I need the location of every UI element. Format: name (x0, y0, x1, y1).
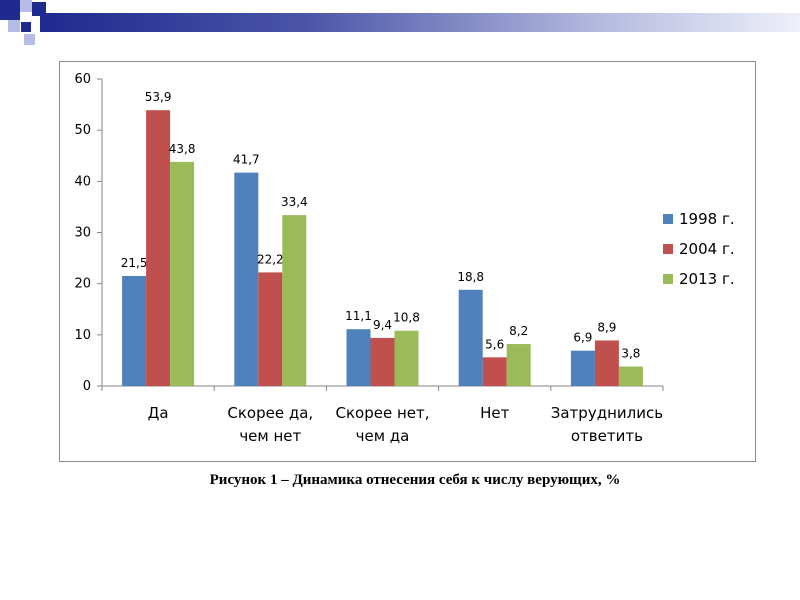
decor-square-2 (20, 0, 32, 12)
x-category-label: Скорее нет, (336, 404, 430, 422)
decor-square-5 (21, 22, 31, 32)
data-label: 8,2 (509, 324, 528, 338)
legend-label: 1998 г. (679, 210, 735, 228)
data-label: 43,8 (169, 142, 196, 156)
data-label: 9,4 (373, 318, 392, 332)
y-tick-label: 30 (74, 226, 91, 241)
legend-swatch (663, 274, 673, 284)
data-label: 33,4 (281, 195, 308, 209)
y-tick-label: 50 (74, 123, 91, 138)
decor-square-1 (0, 0, 20, 20)
y-tick-label: 20 (74, 277, 91, 292)
legend-swatch (663, 214, 673, 224)
decor-square-6 (24, 34, 35, 45)
bar (594, 340, 619, 386)
data-label: 22,2 (257, 252, 284, 266)
data-label: 53,9 (145, 90, 172, 104)
bar (394, 330, 419, 386)
y-tick-label: 40 (74, 174, 91, 189)
data-label: 6,9 (573, 331, 592, 345)
x-category-label: Затруднились (551, 404, 663, 422)
bar (170, 161, 195, 386)
data-label: 8,9 (597, 320, 616, 334)
bar (458, 289, 483, 386)
bar-chart: 0 10 20 30 40 50 60 21,5 53,9 43,8 Да 41,7 22,2 33,4 С… (74, 72, 735, 445)
x-category-label: Скорее да, (227, 404, 313, 422)
x-category-label: Да (148, 404, 169, 422)
x-category-label: чем нет (239, 427, 301, 445)
data-label: 3,8 (621, 347, 640, 361)
y-tick-label: 10 (74, 328, 91, 343)
legend-label: 2004 г. (679, 240, 735, 258)
data-label: 11,1 (345, 309, 372, 323)
decor-square-3 (32, 2, 46, 16)
y-tick-label: 0 (83, 379, 91, 394)
legend-label: 2013 г. (679, 270, 735, 288)
bar (346, 329, 371, 386)
bar (258, 272, 283, 386)
bar (482, 357, 507, 386)
x-category-label: ответить (571, 427, 643, 445)
bar (282, 215, 307, 386)
legend-swatch (663, 244, 673, 254)
header-gradient-bar (40, 13, 800, 32)
bar (234, 172, 259, 386)
x-category-label: Нет (480, 404, 510, 422)
bar (146, 110, 171, 386)
chart-frame: 0 10 20 30 40 50 60 21,5 53,9 43,8 Да 41,7 22,2 33,4 С… (59, 61, 756, 462)
data-label: 5,6 (485, 337, 504, 351)
figure-caption: Рисунок 1 – Динамика отнесения себя к чи… (209, 472, 621, 488)
data-label: 18,8 (457, 270, 484, 284)
bar (570, 350, 595, 386)
bar (618, 366, 643, 386)
data-label: 21,5 (121, 256, 148, 270)
bar (506, 344, 531, 386)
data-label: 10,8 (393, 311, 420, 325)
data-label: 41,7 (233, 153, 260, 167)
y-tick-label: 60 (74, 72, 91, 87)
x-category-label: чем да (356, 427, 410, 445)
decor-square-4 (8, 20, 20, 32)
bar (370, 337, 395, 386)
bar (122, 275, 147, 386)
